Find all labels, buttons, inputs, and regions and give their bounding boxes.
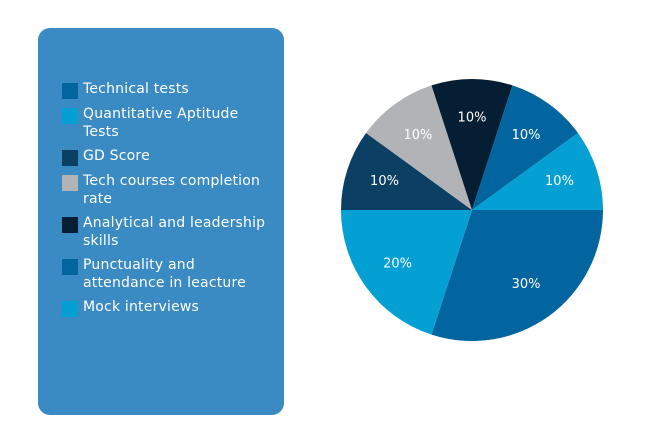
pie-slice-value-label: 10% [512,128,541,143]
pie-slice-mock-interviews [472,133,603,210]
legend-item-analytical-and-leadership-skills: Analytical and leadership skills [62,214,272,250]
legend-item-gd-score: GD Score [62,147,272,166]
legend-swatch [62,108,78,124]
legend-item-tech-courses-completion-rate: Tech courses completion rate [62,172,272,208]
pie-slice-quantitative-aptitude-tests [341,210,472,335]
pie-slice-value-label: 10% [545,174,574,189]
pie-slice-value-label: 30% [512,277,541,292]
pie-slice-technical-tests [431,210,603,342]
pie-slice-value-label: 10% [403,128,432,143]
legend-swatch [62,259,78,275]
legend-label: Technical tests [83,81,189,97]
pie-slice-value-label: 20% [383,257,412,272]
pie-slices [341,79,603,342]
legend-swatch [62,83,78,99]
legend-swatch [62,217,78,233]
legend-label: Tech courses completion rate [83,173,261,207]
legend-item-punctuality-and-attendance: Punctuality and attendance in leacture [62,256,272,292]
pie-labels: 30% 20% 10% 10% 10% 10% 10% [370,111,574,292]
pie-slice-value-label: 10% [458,111,487,126]
legend-item-technical-tests: Technical tests [62,80,272,99]
pie-slice-value-label: 10% [370,174,399,189]
pie-slice-punctuality-and-attendance-in-leacture [472,85,578,210]
legend-swatch [62,150,78,166]
pie-slice-analytical-and-leadership-skills [431,79,513,210]
legend-label: GD Score [83,148,150,164]
legend-panel: Technical tests Quantitative Aptitude Te… [38,28,284,415]
legend-label: Analytical and leadership skills [83,215,266,249]
legend: Technical tests Quantitative Aptitude Te… [62,80,272,323]
legend-label: Quantitative Aptitude Tests [83,106,239,140]
legend-label: Mock interviews [83,299,200,315]
legend-label: Punctuality and attendance in leacture [83,257,246,291]
legend-swatch [62,175,78,191]
legend-item-mock-interviews: Mock interviews [62,298,272,317]
legend-swatch [62,301,78,317]
legend-item-quantitative-aptitude-tests: Quantitative Aptitude Tests [62,105,272,141]
pie-slice-gd-score [341,133,472,210]
pie-slice-tech-courses-completion-rate [366,85,472,210]
